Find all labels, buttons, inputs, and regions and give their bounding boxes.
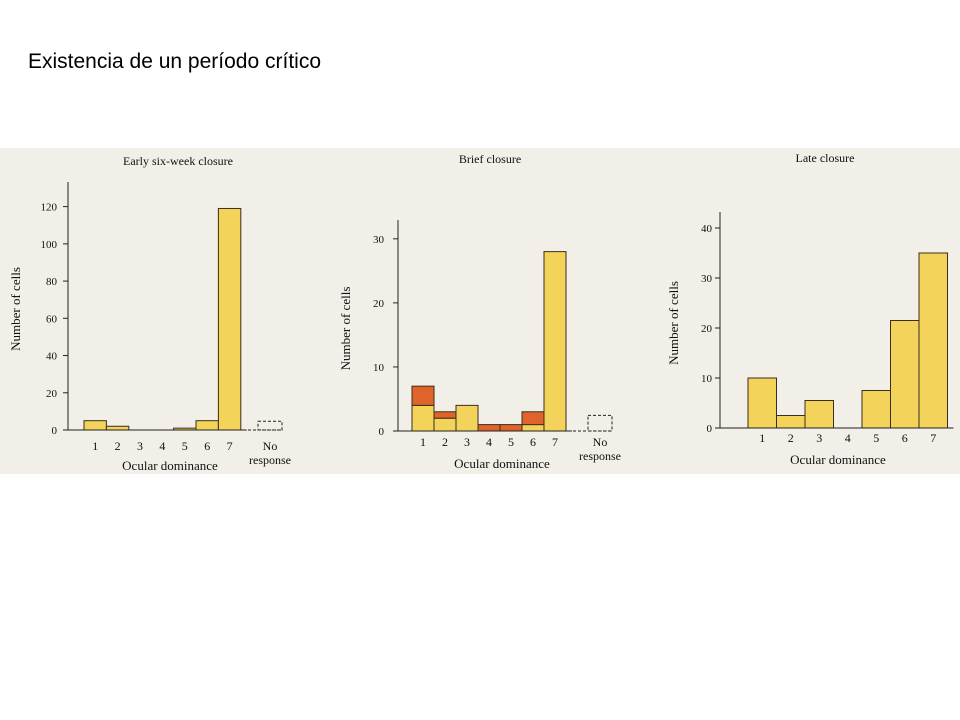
y-tick-label: 120: [41, 202, 58, 214]
category-label: 5: [182, 439, 188, 453]
y-tick-label: 0: [52, 425, 58, 437]
bar-secondary: [433, 411, 457, 419]
y-tick-label: 30: [373, 234, 385, 246]
chart-1: Early six-week closure Number of cells 0 20…: [8, 154, 291, 473]
figure-panel: Early six-week closure Number of cells 0 20…: [0, 148, 960, 474]
chart-title: Early six-week closure: [123, 154, 233, 168]
bar-primary: [543, 251, 567, 432]
y-tick-label: 20: [373, 298, 385, 310]
y-tick-label: 0: [379, 426, 385, 438]
category-label: 7: [227, 439, 233, 453]
chart-2: Brief closure Number of cells 0 10 20 30 1 2 3 4 5…: [338, 152, 621, 471]
bar-primary: [217, 207, 242, 431]
y-tick-label: 100: [41, 239, 58, 251]
x-axis-label: Ocular dominance: [122, 458, 218, 473]
slide-title: Existencia de un período crítico: [28, 50, 321, 73]
x-axis-label: Ocular dominance: [454, 456, 550, 471]
y-tick-label: 0: [707, 423, 713, 435]
category-label: 4: [486, 435, 492, 449]
bar-primary: [861, 390, 891, 429]
bar-secondary: [477, 424, 501, 432]
bar-primary: [411, 404, 435, 432]
bar-primary: [918, 252, 948, 429]
bar-secondary: [521, 411, 545, 426]
bar-primary: [521, 424, 545, 432]
category-label: 7: [552, 435, 558, 449]
bar-primary: [195, 420, 219, 431]
category-label: 3: [464, 435, 470, 449]
bar-primary: [747, 377, 777, 429]
y-axis-label: Number of cells: [8, 267, 23, 351]
bar-secondary: [499, 424, 523, 432]
y-tick-label: 40: [701, 223, 713, 235]
chart-title: Late closure: [796, 151, 855, 165]
category-label: 4: [845, 431, 851, 445]
no-response-label: response: [249, 453, 291, 467]
bar-secondary: [411, 385, 435, 406]
chart-3: Late closure Number of cells 0 10 20 30 40 1 2 3 4…: [666, 151, 954, 467]
category-label: 1: [759, 431, 765, 445]
y-axis-label: Number of cells: [338, 287, 353, 371]
chart-title: Brief closure: [459, 152, 521, 166]
bar-primary: [804, 400, 834, 429]
bar-primary: [890, 320, 920, 429]
category-label: 3: [137, 439, 143, 453]
bar-primary: [105, 425, 130, 431]
y-tick-label: 30: [701, 273, 713, 285]
y-tick-label: 10: [701, 373, 713, 385]
category-label: 6: [902, 431, 908, 445]
y-tick-label: 60: [46, 313, 58, 325]
bar-primary: [455, 404, 479, 432]
y-tick-label: 10: [373, 362, 385, 374]
bar-primary: [83, 420, 107, 431]
x-axis-label: Ocular dominance: [790, 452, 886, 467]
no-response-label: No: [263, 439, 278, 453]
y-tick-label: 20: [46, 388, 58, 400]
category-label: 2: [115, 439, 121, 453]
y-axis-label: Number of cells: [666, 281, 681, 365]
category-label: 5: [873, 431, 879, 445]
bar-primary: [433, 417, 457, 432]
category-label: 3: [816, 431, 822, 445]
category-label: 7: [930, 431, 936, 445]
category-label: 6: [204, 439, 210, 453]
y-tick-label: 40: [46, 351, 58, 363]
bar-primary: [776, 415, 806, 429]
category-label: 1: [420, 435, 426, 449]
no-response-bar: [587, 414, 613, 432]
category-label: 6: [530, 435, 536, 449]
category-label: 2: [442, 435, 448, 449]
category-label: 4: [159, 439, 165, 453]
y-tick-label: 20: [701, 323, 713, 335]
no-response-label: No: [593, 435, 608, 449]
y-tick-label: 80: [46, 276, 58, 288]
no-response-label: response: [579, 449, 621, 463]
category-label: 1: [92, 439, 98, 453]
category-label: 2: [788, 431, 794, 445]
no-response-bar: [257, 420, 283, 431]
category-label: 5: [508, 435, 514, 449]
